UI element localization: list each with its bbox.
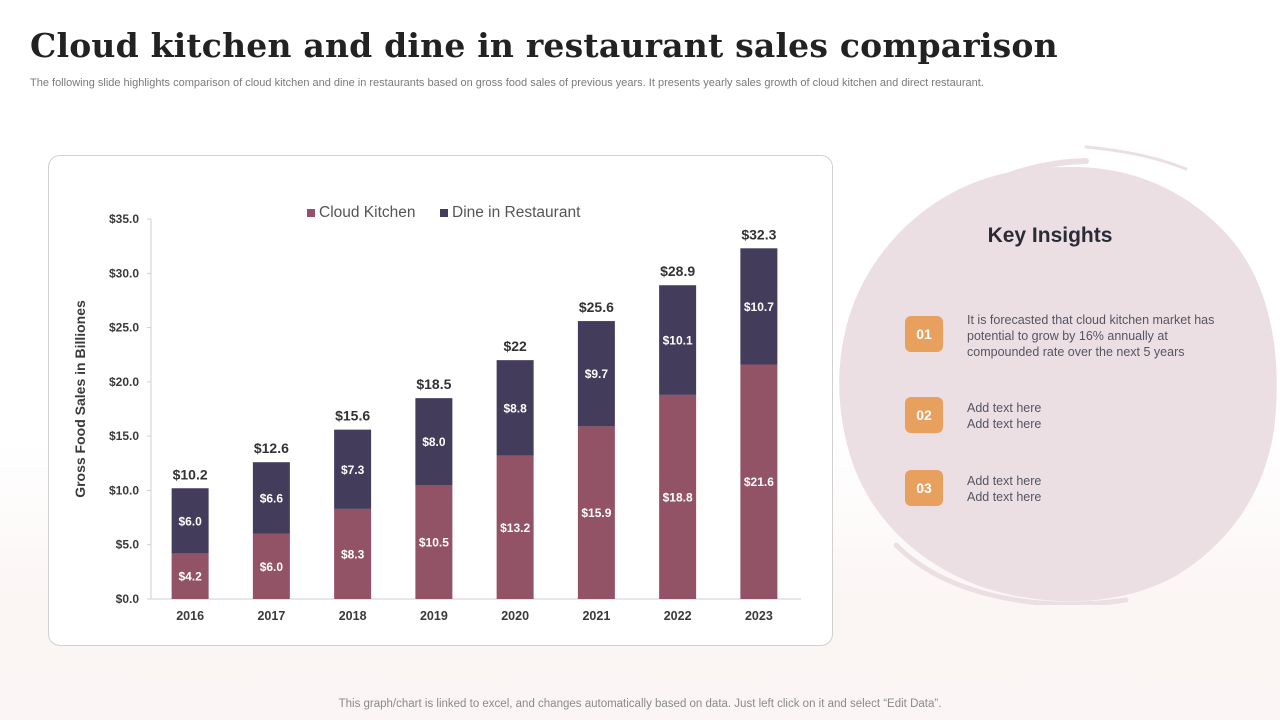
bar-total-label: $22 — [503, 338, 527, 354]
insight-item-2: 02 Add text here Add text here — [905, 397, 1245, 437]
bar-cloud-kitchen-2021 — [577, 426, 615, 599]
x-tick-label: 2021 — [582, 609, 610, 623]
insight-text-3: Add text here Add text here — [967, 474, 1042, 504]
bar-total-label: $25.6 — [579, 299, 614, 315]
bar-cloud-kitchen-2019 — [415, 485, 453, 599]
bar-value-label-cloud-kitchen: $15.9 — [581, 506, 611, 520]
bar-value-label-cloud-kitchen: $13.2 — [500, 521, 530, 535]
y-tick-label: $10.0 — [109, 483, 139, 497]
legend-swatch-dine-in — [440, 209, 448, 217]
blob-stroke-3 — [1084, 145, 1188, 171]
bar-value-label-cloud-kitchen: $18.8 — [663, 490, 693, 504]
bar-value-label-dine-in: $6.0 — [178, 514, 202, 528]
bar-cloud-kitchen-2018 — [334, 508, 372, 599]
legend-label-cloud-kitchen: Cloud Kitchen — [319, 204, 416, 221]
blob-stroke-1 — [873, 158, 1089, 298]
bar-value-label-dine-in: $10.1 — [663, 334, 693, 348]
x-tick-label: 2020 — [501, 609, 529, 623]
bar-dine-in-2023 — [740, 248, 778, 365]
bar-total-label: $18.5 — [416, 376, 451, 392]
bar-value-label-cloud-kitchen: $6.0 — [260, 560, 284, 574]
bar-total-label: $28.9 — [660, 263, 695, 279]
bar-value-label-dine-in: $8.0 — [422, 435, 446, 449]
bar-dine-in-2022 — [659, 285, 697, 395]
y-tick-label: $0.0 — [116, 592, 140, 606]
legend-swatch-cloud-kitchen — [307, 209, 315, 217]
stacked-bar-chart[interactable]: $0.0 $5.0 $10.0 $15.0 $20.0 $25.0 $30.0 $35.0 Gr… — [49, 156, 834, 647]
key-insights-title: Key Insights — [987, 224, 1113, 247]
page-subtitle: The following slide highlights compariso… — [30, 77, 984, 89]
x-tick-label: 2019 — [420, 609, 448, 623]
bar-value-label-cloud-kitchen: $10.5 — [419, 536, 449, 550]
bar-value-label-cloud-kitchen: $21.6 — [744, 475, 774, 489]
page-title: Cloud kitchen and dine in restaurant sal… — [30, 26, 1058, 65]
y-tick-label: $5.0 — [116, 538, 140, 552]
bar-dine-in-2020 — [496, 360, 534, 456]
bar-value-label-dine-in: $9.7 — [585, 367, 609, 381]
bar-total-label: $10.2 — [173, 466, 208, 482]
x-tick-label: 2022 — [664, 609, 692, 623]
insight-badge-1: 01 — [905, 316, 943, 352]
bar-cloud-kitchen-2023 — [740, 364, 778, 599]
bar-total-label: $12.6 — [254, 440, 289, 456]
bar-cloud-kitchen-2017 — [252, 533, 290, 599]
bar-cloud-kitchen-2020 — [496, 455, 534, 599]
footer-note: This graph/chart is linked to excel, and… — [338, 698, 942, 710]
bar-dine-in-2021 — [577, 321, 615, 427]
insight-badge-3: 03 — [905, 470, 943, 506]
bar-total-label: $32.3 — [741, 226, 776, 242]
bar-total-label: $15.6 — [335, 408, 370, 424]
bar-cloud-kitchen-2022 — [659, 394, 697, 599]
bar-value-label-dine-in: $7.3 — [341, 463, 365, 477]
bar-value-label-cloud-kitchen: $4.2 — [178, 570, 202, 584]
insight-badge-2: 02 — [905, 397, 943, 433]
bar-value-label-dine-in: $6.6 — [260, 492, 284, 506]
insight-item-1: 01 It is forecasted that cloud kitchen m… — [905, 313, 1245, 366]
bar-cloud-kitchen-2016 — [171, 553, 209, 599]
bar-dine-in-2016 — [171, 488, 209, 554]
insight-text-1: It is forecasted that cloud kitchen mark… — [967, 313, 1215, 359]
x-tick-label: 2023 — [745, 609, 773, 623]
x-tick-label: 2016 — [176, 609, 204, 623]
y-axis-title: Gross Food Sales in Billiones — [72, 300, 88, 498]
bar-dine-in-2018 — [334, 429, 372, 509]
y-tick-label: $20.0 — [109, 375, 139, 389]
y-tick-label: $35.0 — [109, 212, 139, 226]
blob-shape — [839, 166, 1277, 602]
legend-label-dine-in: Dine in Restaurant — [452, 204, 581, 221]
insight-item-3: 03 Add text here Add text here — [905, 470, 1245, 510]
blob-stroke-2 — [893, 542, 1129, 605]
y-tick-label: $30.0 — [109, 266, 139, 280]
insight-text-2: Add text here Add text here — [967, 401, 1042, 431]
bar-value-label-dine-in: $10.7 — [744, 300, 774, 314]
insights-brush-blob — [839, 145, 1277, 605]
y-tick-label: $25.0 — [109, 321, 139, 335]
bar-value-label-dine-in: $8.8 — [503, 401, 527, 415]
y-tick-label: $15.0 — [109, 429, 139, 443]
x-tick-label: 2017 — [257, 609, 285, 623]
bar-value-label-cloud-kitchen: $8.3 — [341, 547, 365, 561]
bar-dine-in-2019 — [415, 398, 453, 485]
bar-dine-in-2017 — [252, 462, 290, 534]
x-tick-label: 2018 — [339, 609, 367, 623]
chart-card[interactable]: $0.0 $5.0 $10.0 $15.0 $20.0 $25.0 $30.0 $35.0 Gr… — [48, 155, 833, 646]
